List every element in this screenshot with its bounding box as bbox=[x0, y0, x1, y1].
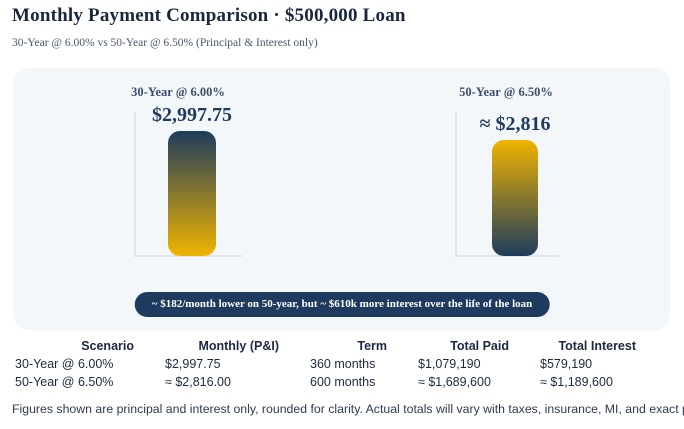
table-header-row: Scenario Monthly (P&I) Term Total Paid T… bbox=[12, 338, 664, 356]
cell-monthly-50yr: ≈ $2,816.00 bbox=[165, 375, 231, 389]
panel-header-50yr: 50-Year @ 6.50% bbox=[459, 85, 553, 99]
cell-term-30yr: 360 months bbox=[310, 357, 376, 371]
col-header-total-interest: Total Interest bbox=[558, 339, 636, 353]
page-title: Monthly Payment Comparison · $500,000 Lo… bbox=[12, 5, 406, 26]
cell-total-paid-50yr: ≈ $1,689,600 bbox=[418, 375, 491, 389]
chart-subtitle: 30-Year @ 6.00% vs 50-Year @ 6.50% (Prin… bbox=[12, 37, 318, 49]
bar-50yr bbox=[492, 140, 538, 256]
col-header-total-paid: Total Paid bbox=[450, 339, 509, 353]
bar-30yr bbox=[168, 131, 216, 256]
comparison-badge: ~ $182/month lower on 50-year, but ~ $61… bbox=[134, 292, 550, 317]
disclaimer-text: Figures shown are principal and interest… bbox=[12, 402, 684, 416]
col-header-scenario: Scenario bbox=[81, 339, 134, 353]
y-axis-30yr bbox=[134, 112, 136, 257]
cell-term-50yr: 600 months bbox=[310, 375, 376, 389]
table-row: 50-Year @ 6.50% ≈ $2,816.00 600 months ≈… bbox=[12, 374, 664, 392]
cell-total-paid-30yr: $1,079,190 bbox=[418, 357, 481, 371]
summary-table: Scenario Monthly (P&I) Term Total Paid T… bbox=[12, 338, 664, 392]
comparison-card: 30-Year @ 6.00% 50-Year @ 6.50% $2,997.7… bbox=[14, 68, 670, 330]
value-label-30yr: $2,997.75 bbox=[152, 104, 232, 126]
cell-total-interest-50yr: ≈ $1,189,600 bbox=[540, 375, 613, 389]
col-header-monthly: Monthly (P&I) bbox=[198, 339, 279, 353]
y-axis-50yr bbox=[455, 112, 457, 257]
col-header-term: Term bbox=[357, 339, 387, 353]
panel-header-30yr: 30-Year @ 6.00% bbox=[131, 85, 225, 99]
cell-monthly-30yr: $2,997.75 bbox=[165, 357, 221, 371]
x-axis-50yr bbox=[455, 255, 559, 257]
cell-total-interest-30yr: $579,190 bbox=[540, 357, 593, 371]
value-label-50yr: ≈ $2,816 bbox=[479, 113, 551, 135]
cell-scenario-30yr: 30-Year @ 6.00% bbox=[15, 357, 114, 371]
x-axis-30yr bbox=[134, 255, 242, 257]
table-row: 30-Year @ 6.00% $2,997.75 360 months $1,… bbox=[12, 356, 664, 374]
cell-scenario-50yr: 50-Year @ 6.50% bbox=[15, 375, 114, 389]
